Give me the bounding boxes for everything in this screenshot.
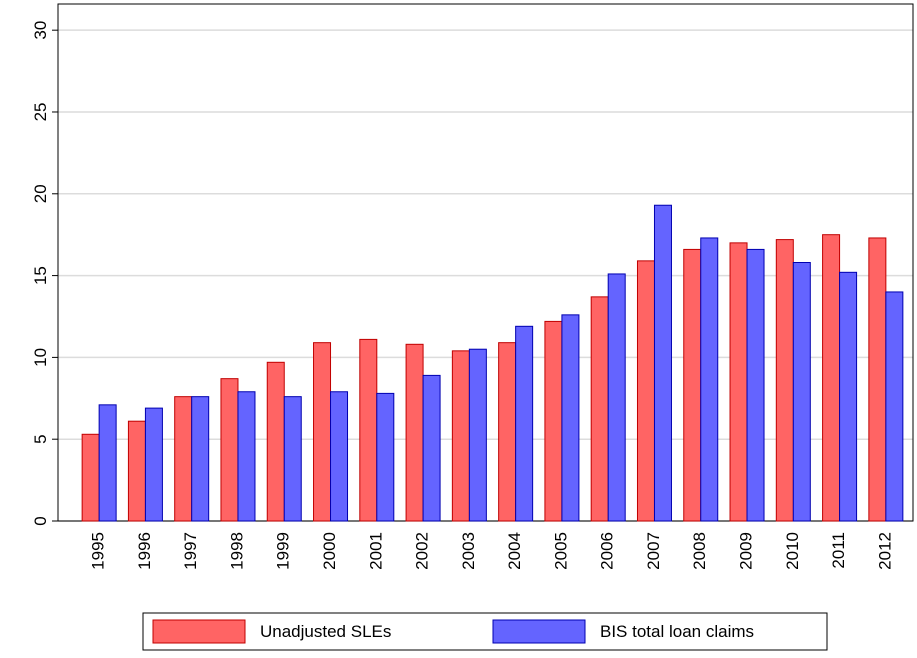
bar bbox=[266, 361, 285, 522]
y-tick-label: 30 bbox=[31, 21, 50, 40]
bar bbox=[683, 248, 702, 522]
bar bbox=[451, 350, 470, 522]
x-tick-label: 1998 bbox=[227, 532, 246, 570]
bar bbox=[653, 204, 672, 522]
x-tick-label: 2010 bbox=[783, 532, 802, 570]
legend-swatch bbox=[492, 619, 586, 644]
bar bbox=[561, 314, 580, 522]
x-tick-label: 1997 bbox=[181, 532, 200, 570]
bar bbox=[144, 407, 163, 522]
bar bbox=[422, 374, 441, 522]
x-tick-label: 2009 bbox=[737, 532, 756, 570]
bar bbox=[607, 273, 626, 522]
y-tick-label: 20 bbox=[31, 184, 50, 203]
x-tick-label: 1999 bbox=[274, 532, 293, 570]
y-tick-label: 25 bbox=[31, 103, 50, 122]
x-tick-label: 2001 bbox=[366, 532, 385, 570]
bar bbox=[191, 396, 210, 522]
bar bbox=[544, 320, 563, 522]
bar bbox=[839, 271, 858, 522]
bar bbox=[283, 396, 302, 522]
bar bbox=[376, 392, 395, 522]
y-tick-label: 0 bbox=[31, 516, 50, 525]
bar bbox=[174, 396, 193, 522]
x-tick-label: 1995 bbox=[89, 532, 108, 570]
x-tick-label: 2004 bbox=[505, 532, 524, 570]
x-tick-label: 2008 bbox=[690, 532, 709, 570]
bar bbox=[746, 248, 765, 522]
bar bbox=[127, 420, 146, 522]
x-tick-label: 2005 bbox=[551, 532, 570, 570]
legend-box bbox=[142, 612, 828, 651]
bar bbox=[729, 242, 748, 522]
x-tick-label: 2000 bbox=[320, 532, 339, 570]
bar bbox=[405, 343, 424, 522]
bar bbox=[775, 239, 794, 522]
bar bbox=[822, 234, 841, 522]
y-tick-label: 15 bbox=[31, 266, 50, 285]
x-tick-label: 2011 bbox=[829, 532, 848, 569]
bar bbox=[98, 404, 117, 522]
bar bbox=[515, 325, 534, 522]
bar bbox=[313, 342, 332, 522]
x-tick-label: 2012 bbox=[875, 532, 894, 570]
legend-label: Unadjusted SLEs bbox=[260, 622, 391, 641]
bar bbox=[868, 237, 887, 522]
bar bbox=[792, 262, 811, 522]
legend-swatch bbox=[152, 619, 246, 644]
x-tick-label: 1996 bbox=[135, 532, 154, 570]
bar bbox=[700, 237, 719, 522]
bar bbox=[81, 433, 100, 522]
bar bbox=[330, 391, 349, 522]
bar bbox=[636, 260, 655, 522]
x-tick-label: 2003 bbox=[459, 532, 478, 570]
bar bbox=[590, 296, 609, 522]
bar bbox=[220, 378, 239, 522]
bar bbox=[237, 391, 256, 522]
bar bbox=[468, 348, 487, 522]
y-tick-label: 5 bbox=[31, 434, 50, 443]
x-tick-label: 2006 bbox=[598, 532, 617, 570]
x-tick-label: 2002 bbox=[413, 532, 432, 570]
bar bbox=[885, 291, 904, 522]
y-tick-label: 10 bbox=[31, 348, 50, 367]
bar bbox=[359, 338, 378, 522]
x-tick-label: 2007 bbox=[644, 532, 663, 570]
legend-label: BIS total loan claims bbox=[600, 622, 754, 641]
bar bbox=[498, 342, 517, 522]
